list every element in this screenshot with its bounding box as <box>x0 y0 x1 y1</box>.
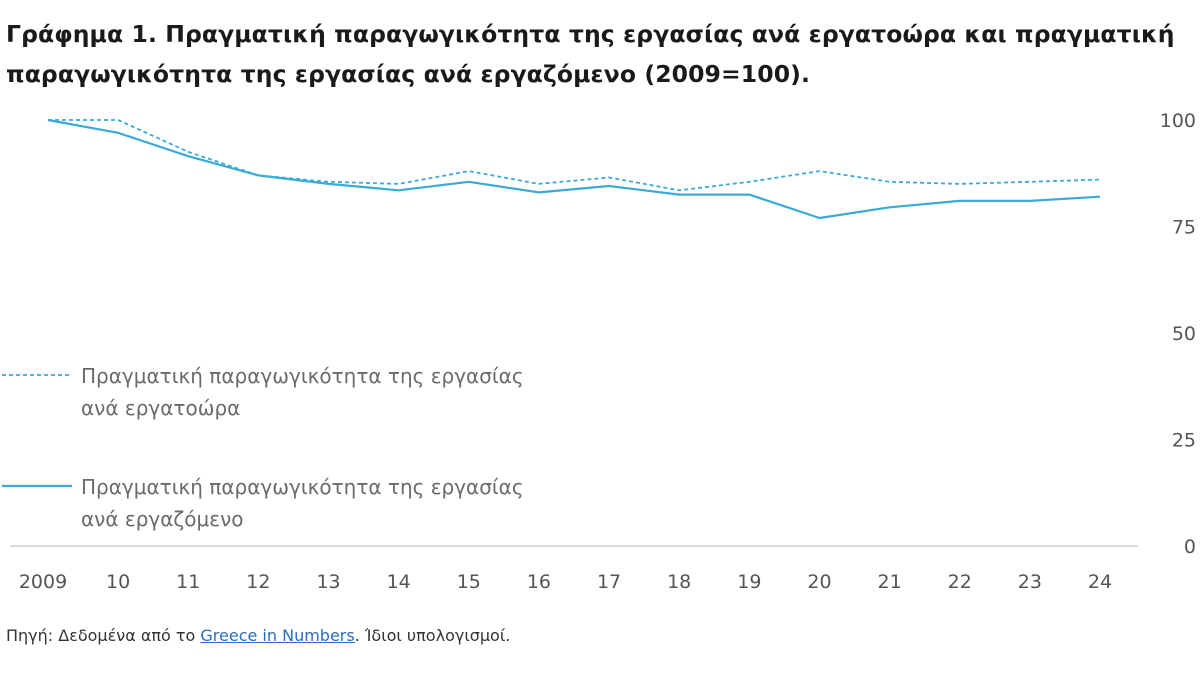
legend-label: Πραγματική παραγωγικότητα της εργασίας <box>81 475 524 499</box>
x-tick-label: 13 <box>316 571 340 593</box>
legend-label: ανά εργατοώρα <box>81 396 240 420</box>
x-tick-label: 23 <box>1018 571 1042 593</box>
x-tick-label: 24 <box>1088 571 1112 593</box>
series-line-per-employee <box>47 118 1101 220</box>
chart-title-text: . Πραγματική παραγωγικότητα της εργασίας… <box>6 20 1175 88</box>
source-prefix: Πηγή: Δεδομένα από το <box>6 626 201 645</box>
y-tick-label: 25 <box>1172 430 1196 452</box>
x-tick-label: 17 <box>597 571 621 593</box>
x-tick-label: 21 <box>878 571 902 593</box>
x-tick-label: 15 <box>457 571 481 593</box>
x-tick-label: 11 <box>176 571 200 593</box>
y-tick-label: 50 <box>1172 323 1196 345</box>
legend-label: Πραγματική παραγωγικότητα της εργασίας <box>81 364 524 388</box>
x-tick-label: 16 <box>527 571 551 593</box>
y-tick-label: 75 <box>1172 217 1196 239</box>
x-tick-label: 20 <box>807 571 831 593</box>
source-suffix: . Ίδιοι υπολογισμοί. <box>354 626 511 645</box>
source-link[interactable]: Greece in Numbers <box>200 626 355 645</box>
x-tick-label: 22 <box>948 571 972 593</box>
x-tick-label: 18 <box>667 571 691 593</box>
legend-label: ανά εργαζόμενο <box>81 507 243 531</box>
x-tick-label: 10 <box>106 571 130 593</box>
series-line-per-hour <box>48 119 1101 192</box>
source-note: Πηγή: Δεδομένα από το Greece in Numbers.… <box>6 626 510 645</box>
axis-layer: 0 25 50 75 100 2009 10 11 12 13 14 15 16 17 18 19 20 21 22… <box>10 110 1196 593</box>
x-tick-label: 2009 <box>19 571 67 593</box>
series-layer <box>47 118 1101 220</box>
legend: Πραγματική παραγωγικότητα της εργασίας αν… <box>2 364 524 531</box>
chart-title-lead: Γράφημα 1 <box>6 20 148 48</box>
y-tick-label: 100 <box>1160 110 1196 132</box>
x-tick-label: 19 <box>737 571 761 593</box>
y-tick-label: 0 <box>1184 536 1196 558</box>
x-tick-label: 14 <box>387 571 411 593</box>
chart-title: Γράφημα 1. Πραγματική παραγωγικότητα της… <box>6 14 1196 94</box>
x-tick-label: 12 <box>246 571 270 593</box>
